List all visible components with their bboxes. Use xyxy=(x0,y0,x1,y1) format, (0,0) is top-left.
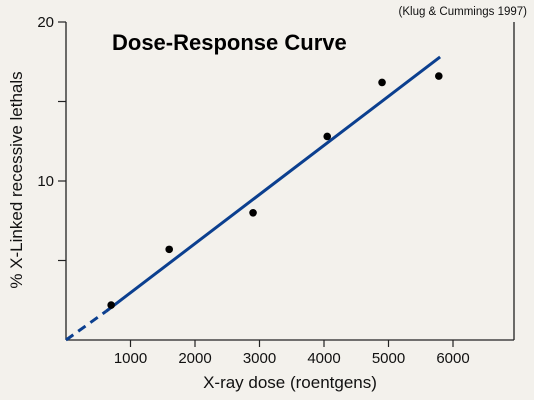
x-tick-label: 6000 xyxy=(436,350,469,367)
data-point xyxy=(323,132,332,141)
y-axis-ticks: 10 20 xyxy=(37,14,66,262)
x-tick-label: 5000 xyxy=(372,350,405,367)
data-point xyxy=(249,209,257,217)
data-points xyxy=(107,72,443,309)
y-axis-label: % X-Linked recessive lethals xyxy=(7,71,26,288)
y-tick-label: 20 xyxy=(37,14,54,31)
fit-line xyxy=(105,55,442,313)
x-tick-label: 2000 xyxy=(178,350,211,367)
source-note: (Klug & Cummings 1997) xyxy=(399,6,528,18)
chart-title: Dose-Response Curve xyxy=(112,30,347,55)
x-tick-label: 4000 xyxy=(307,350,340,367)
y-tick-label: 10 xyxy=(37,173,54,190)
x-axis-ticks: 1000 2000 3000 4000 5000 6000 xyxy=(114,340,470,367)
x-tick-label: 3000 xyxy=(243,350,276,367)
data-point xyxy=(378,78,386,87)
data-point xyxy=(165,245,173,254)
fit-lines xyxy=(65,55,442,342)
data-point xyxy=(107,301,115,309)
fit-line-extrapolated xyxy=(65,310,107,342)
x-tick-label: 1000 xyxy=(114,350,147,367)
data-point xyxy=(435,72,443,80)
x-axis-label: X-ray dose (roentgens) xyxy=(203,373,377,392)
